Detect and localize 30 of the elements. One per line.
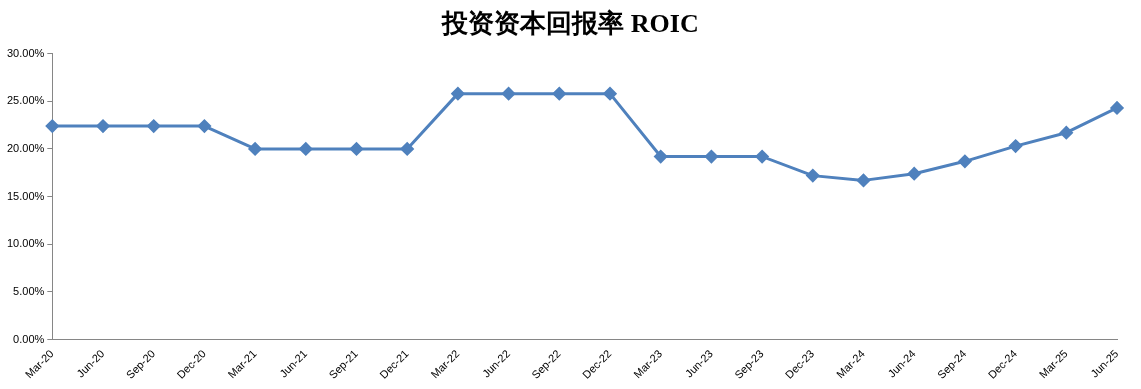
point [806, 169, 820, 183]
point [400, 142, 414, 156]
point [857, 173, 870, 187]
point [197, 119, 211, 133]
point [147, 119, 161, 133]
point [1059, 126, 1073, 140]
point [552, 87, 566, 101]
point [603, 87, 617, 101]
point [299, 142, 313, 156]
point [654, 150, 668, 164]
y-tick-label: 10.00% [7, 237, 45, 250]
point [350, 142, 364, 156]
point [502, 87, 516, 101]
y-tick-label: 25.00% [7, 94, 45, 107]
y-tick-label: 5.00% [13, 284, 45, 297]
point [704, 150, 718, 164]
y-tick-label: 20.00% [7, 141, 45, 154]
y-tick-label: 30.00% [7, 46, 45, 59]
point [907, 167, 921, 181]
y-tick-label: 0.00% [13, 332, 45, 345]
point [755, 150, 769, 164]
point [958, 154, 972, 168]
y-tick-label: 15.00% [7, 189, 45, 202]
point [96, 119, 110, 133]
point [1110, 101, 1124, 115]
point [248, 142, 262, 156]
chart-title: 投资资本回报率 ROIC [440, 8, 700, 40]
point [1009, 139, 1023, 153]
point [451, 87, 465, 101]
point [45, 119, 59, 133]
